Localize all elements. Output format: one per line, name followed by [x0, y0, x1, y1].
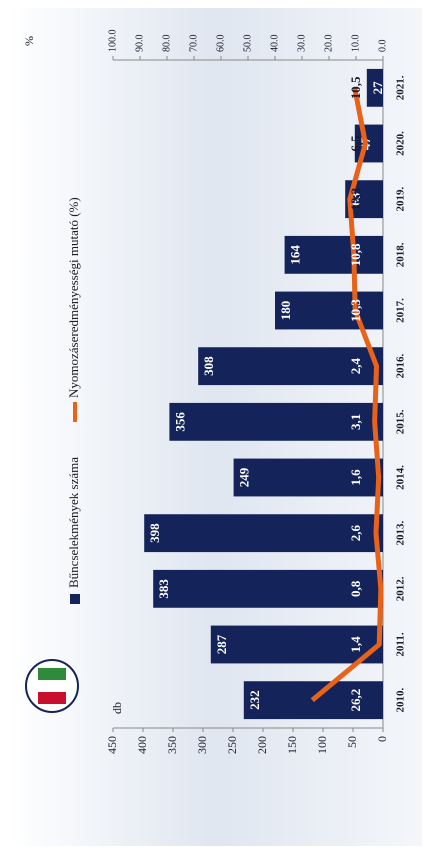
- y2-tick-label: 80.0: [161, 35, 172, 53]
- bar: [198, 347, 383, 386]
- y2-tick-label: 60.0: [215, 35, 226, 53]
- y-tick-label: 0: [375, 736, 389, 742]
- line-value-label: 10,8: [348, 243, 363, 266]
- bar: [366, 68, 383, 107]
- y2-tick-label: 70.0: [188, 35, 199, 53]
- y-tick-label: 350: [165, 736, 179, 754]
- bar-value-label: 308: [201, 356, 216, 376]
- y2-axis-title: %: [22, 36, 36, 46]
- bar-value-label: 383: [156, 579, 171, 599]
- line: [310, 87, 384, 703]
- line-value-label: 6,5: [348, 135, 363, 152]
- y2-tick-label: 30.0: [296, 35, 307, 53]
- bar-value-label: 287: [214, 634, 229, 654]
- y-tick-label: 50: [345, 736, 359, 748]
- x-tick-label: 2018.: [395, 242, 407, 267]
- x-tick-label: 2021.: [395, 75, 407, 100]
- bar-value-label: 232: [247, 690, 262, 710]
- bar-value-label: 180: [278, 301, 293, 321]
- line-value-label: 2,4: [348, 358, 363, 375]
- line-value-label: 3,1: [348, 414, 363, 430]
- legend-label: Bűncselekmények száma: [66, 457, 81, 588]
- line-value-label: 12,3: [348, 187, 363, 210]
- y-tick-label: 400: [135, 736, 149, 754]
- y-tick-label: 300: [195, 736, 209, 754]
- line-value-label: 26,2: [348, 689, 363, 712]
- y-tick-label: 250: [225, 736, 239, 754]
- x-tick-label: 2017.: [395, 298, 407, 323]
- line-value-label: 2,6: [348, 525, 363, 542]
- x-tick-label: 2011.: [395, 632, 407, 656]
- y2-tick-label: 20.0: [323, 35, 334, 53]
- y2-tick-label: 40.0: [269, 35, 280, 53]
- y-axis-title: db: [110, 702, 124, 714]
- y2-tick-label: 10.0: [350, 35, 361, 53]
- x-tick-label: 2010.: [395, 688, 407, 713]
- line-value-label: 10,3: [348, 299, 363, 322]
- line-value-label: 1,6: [348, 469, 363, 486]
- bar-value-label: 398: [147, 523, 162, 543]
- y-tick-label: 200: [255, 736, 269, 754]
- bar: [169, 402, 383, 441]
- bar-value-label: 356: [172, 412, 187, 432]
- bar: [153, 569, 383, 608]
- x-tick-label: 2016.: [395, 354, 407, 379]
- bar-value-label: 164: [288, 245, 303, 265]
- line-value-label: 10,5: [348, 76, 363, 99]
- bar-value-label: 27: [370, 81, 385, 95]
- y2-tick-label: 50.0: [242, 35, 253, 53]
- x-tick-label: 2014.: [395, 465, 407, 490]
- y-tick-label: 150: [285, 736, 299, 754]
- rotated-chart: db % 0 50 100 150 200 250 300 350 400 450 0.0 10.0 2…: [22, 30, 407, 755]
- y-tick-label: 450: [105, 736, 119, 754]
- bar: [284, 235, 384, 274]
- line-value-label: 1,4: [348, 636, 363, 653]
- x-tick-label: 2012.: [395, 576, 407, 601]
- line-value-label: 0,8: [348, 580, 363, 597]
- bar-value-label: 249: [237, 467, 252, 487]
- bar: [233, 458, 383, 497]
- x-tick-label: 2015.: [395, 409, 407, 434]
- x-tick-label: 2020.: [395, 131, 407, 156]
- legend-swatch: [70, 594, 80, 604]
- y2-tick-label: 0.0: [377, 40, 388, 53]
- logo: [25, 659, 79, 713]
- y2-tick-label: 100.0: [107, 30, 118, 53]
- legend-label: Nyomozáseredményességi mutató (%): [66, 197, 81, 398]
- bar: [144, 514, 383, 553]
- x-tick-label: 2019.: [395, 187, 407, 212]
- x-tick-label: 2013.: [395, 521, 407, 546]
- y-tick-label: 100: [315, 736, 329, 754]
- y2-tick-label: 90.0: [134, 35, 145, 53]
- bar: [210, 625, 383, 664]
